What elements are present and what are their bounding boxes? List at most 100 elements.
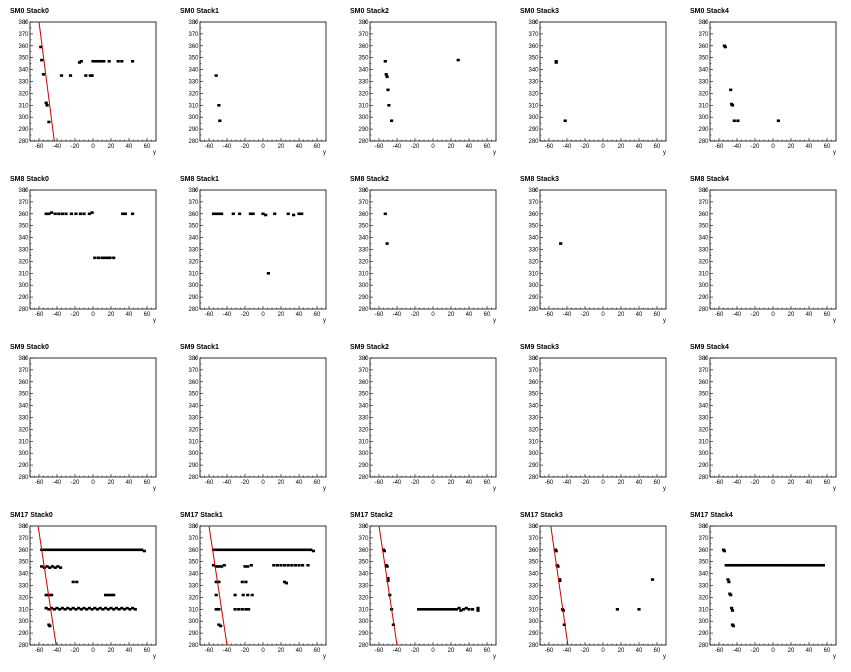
x-tick-label: 40 — [296, 312, 303, 318]
x-tick-label: -40 — [53, 144, 62, 150]
chart-title: SM9 Stack4 — [690, 344, 729, 351]
y-tick-label: 370 — [18, 32, 29, 38]
data-point — [301, 563, 305, 567]
plot-frame — [539, 21, 667, 142]
x-tick-label: 0 — [431, 144, 435, 150]
x-tick-label: 60 — [314, 312, 321, 318]
y-tick-label: 310 — [188, 439, 199, 445]
data-point — [292, 548, 297, 552]
plot-area — [550, 526, 655, 645]
y-tick-label: 380 — [698, 524, 709, 530]
plot-area — [383, 58, 460, 123]
y-axis-label: x — [364, 356, 367, 362]
data-point — [113, 548, 117, 552]
chart-panel: SM0 Stack3 280 290 300 310 320 330 340 350 360 370… — [518, 4, 688, 168]
data-point — [45, 548, 49, 552]
data-point — [228, 548, 232, 552]
data-point — [311, 549, 315, 553]
x-tick-label: -60 — [205, 480, 214, 486]
x-axis-label: y — [323, 654, 326, 660]
y-tick-label: 330 — [698, 584, 709, 590]
data-point — [615, 608, 619, 611]
y-tick-label: 360 — [358, 44, 369, 50]
y-tick-label: 280 — [18, 139, 29, 145]
y-tick-label: 380 — [358, 20, 369, 26]
x-tick-label: 60 — [484, 312, 491, 318]
chart-panel: SM0 Stack0 280 290 300 310 320 330 340 350 360 370… — [8, 4, 178, 168]
data-point — [300, 212, 304, 216]
data-point — [220, 212, 224, 216]
data-point — [100, 256, 104, 260]
y-axis-label: x — [194, 524, 197, 530]
data-point — [96, 59, 100, 63]
y-tick-label: 290 — [358, 295, 369, 301]
plot-frame — [369, 189, 497, 310]
y-tick-label: 370 — [18, 536, 29, 542]
data-point — [773, 563, 777, 567]
y-tick-label: 290 — [18, 127, 29, 133]
x-tick-label: 60 — [144, 312, 151, 318]
data-point — [252, 548, 256, 552]
x-tick-label: 40 — [806, 648, 813, 654]
data-point — [59, 74, 64, 77]
data-point — [730, 606, 734, 610]
plot-frame — [709, 357, 837, 478]
data-point — [96, 256, 100, 260]
data-point — [137, 548, 141, 552]
data-point — [382, 549, 386, 553]
data-point — [94, 548, 98, 552]
data-point — [44, 212, 48, 216]
y-tick-label: 360 — [528, 44, 539, 50]
data-point — [222, 548, 226, 552]
data-point — [103, 256, 107, 260]
fit-line — [550, 526, 569, 645]
data-point — [88, 74, 92, 77]
x-axis-label: y — [663, 654, 666, 660]
y-tick-label: 310 — [528, 439, 539, 445]
y-axis-label: x — [194, 188, 197, 194]
data-point — [386, 88, 390, 92]
y-tick-label: 320 — [698, 91, 709, 97]
y-tick-label: 280 — [18, 475, 29, 481]
data-point — [385, 565, 389, 568]
y-tick-label: 290 — [18, 631, 29, 637]
data-point — [44, 606, 48, 610]
x-axis-label: y — [493, 150, 496, 156]
y-tick-label: 300 — [18, 115, 29, 121]
data-point — [257, 548, 261, 552]
y-tick-label: 350 — [358, 56, 369, 62]
x-tick-label: 20 — [278, 144, 285, 150]
data-point — [558, 579, 562, 583]
y-tick-label: 360 — [188, 212, 199, 218]
data-point — [650, 578, 655, 581]
x-tick-label: 0 — [261, 648, 265, 654]
data-point — [467, 608, 471, 611]
data-point — [47, 608, 51, 611]
data-point — [59, 548, 63, 552]
x-tick-label: 60 — [314, 648, 321, 654]
x-tick-label: 60 — [654, 648, 661, 654]
data-point — [430, 608, 434, 611]
plot-area — [721, 548, 825, 628]
data-point — [241, 593, 245, 597]
data-point — [452, 608, 456, 611]
plot-frame — [709, 189, 837, 310]
y-tick-label: 310 — [358, 439, 369, 445]
x-tick-label: 0 — [261, 144, 265, 150]
y-tick-label: 320 — [188, 427, 199, 433]
y-axis-label: x — [704, 524, 707, 530]
data-point — [57, 212, 61, 216]
y-tick-label: 340 — [358, 236, 369, 242]
data-point — [225, 548, 229, 552]
data-point — [730, 104, 735, 107]
y-tick-label: 290 — [188, 631, 199, 637]
y-tick-label: 310 — [528, 103, 539, 109]
y-axis-label: x — [194, 20, 197, 26]
chart-panel: SM0 Stack2 280 290 300 310 320 330 340 350 360 370… — [348, 4, 518, 168]
chart-panel: SM9 Stack0 280 290 300 310 320 330 340 350 360 370… — [8, 340, 178, 504]
chart-svg: SM17 Stack1 280 290 300 310 320 330 340 350 360 37… — [180, 512, 327, 660]
y-tick-label: 330 — [188, 584, 199, 590]
y-axis-label: x — [364, 188, 367, 194]
data-point — [297, 212, 301, 216]
y-tick-label: 380 — [528, 188, 539, 194]
